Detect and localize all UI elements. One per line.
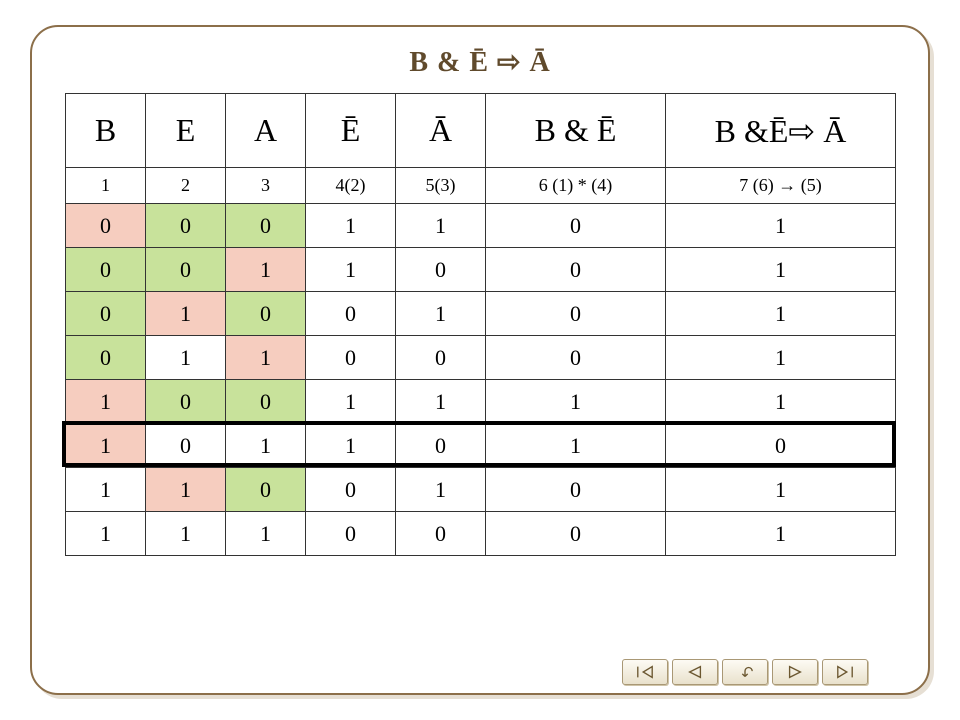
table-cell: 1 [146, 336, 226, 380]
table-cell: 0 [226, 468, 306, 512]
table-cell: 1 [306, 204, 396, 248]
col-header-notA: Ā [396, 94, 486, 168]
table-cell: 0 [486, 292, 666, 336]
table-cell: 1 [146, 512, 226, 556]
table-cell: 0 [66, 204, 146, 248]
truth-table: B E A Ē Ā B & Ē B &Ē⇨ Ā 1 2 3 4(2) 5(3) … [65, 93, 896, 556]
table-cell: 0 [486, 512, 666, 556]
table-cell: 1 [396, 468, 486, 512]
table-cell: 1 [486, 424, 666, 468]
table-cell: 0 [146, 204, 226, 248]
next-icon [786, 665, 804, 679]
table-cell: 1 [666, 380, 896, 424]
formula-cell: 7 (6) → (5) [666, 168, 896, 204]
table-row: 0110001 [66, 336, 896, 380]
table-cell: 0 [666, 424, 896, 468]
table-row: 1011010 [66, 424, 896, 468]
table-cell: 1 [226, 512, 306, 556]
table-row: 1110001 [66, 512, 896, 556]
table-cell: 1 [666, 292, 896, 336]
table-cell: 1 [486, 380, 666, 424]
table-cell: 1 [226, 424, 306, 468]
col-header-notE: Ē [306, 94, 396, 168]
table-cell: 1 [146, 292, 226, 336]
col-header-B: B [66, 94, 146, 168]
table-cell: 0 [306, 292, 396, 336]
prev-icon [686, 665, 704, 679]
table-cell: 0 [486, 336, 666, 380]
table-cell: 0 [396, 424, 486, 468]
formula-cell: 1 [66, 168, 146, 204]
first-icon [636, 665, 654, 679]
table-cell: 1 [226, 248, 306, 292]
table-cell: 1 [396, 380, 486, 424]
table-cell: 0 [146, 380, 226, 424]
table-row: 1100101 [66, 468, 896, 512]
table-row: 0011001 [66, 248, 896, 292]
table-cell: 1 [396, 292, 486, 336]
table-cell: 1 [306, 424, 396, 468]
nav-last-button[interactable] [822, 659, 868, 685]
table-cell: 0 [226, 380, 306, 424]
return-icon [736, 665, 754, 679]
header-row: B E A Ē Ā B & Ē B &Ē⇨ Ā [66, 94, 896, 168]
nav-prev-button[interactable] [672, 659, 718, 685]
table-cell: 0 [226, 292, 306, 336]
formula-cell: 4(2) [306, 168, 396, 204]
nav-controls [622, 659, 868, 685]
table-cell: 1 [666, 468, 896, 512]
formula-cell: 5(3) [396, 168, 486, 204]
table-cell: 0 [306, 468, 396, 512]
table-cell: 0 [396, 512, 486, 556]
table-cell: 1 [306, 380, 396, 424]
formula-cell: 2 [146, 168, 226, 204]
col-header-result: B &Ē⇨ Ā [666, 94, 896, 168]
table-cell: 1 [666, 204, 896, 248]
table-cell: 0 [226, 204, 306, 248]
table-row: 0100101 [66, 292, 896, 336]
table-cell: 0 [66, 248, 146, 292]
col-header-BandNotE: B & Ē [486, 94, 666, 168]
table-cell: 1 [666, 336, 896, 380]
table-cell: 1 [66, 424, 146, 468]
nav-first-button[interactable] [622, 659, 668, 685]
slide-card: B & Ē ⇨ Ā B E A Ē Ā B & Ē B &Ē⇨ Ā 1 2 3 … [30, 25, 930, 695]
truth-table-wrap: B E A Ē Ā B & Ē B &Ē⇨ Ā 1 2 3 4(2) 5(3) … [65, 93, 895, 556]
table-cell: 1 [146, 468, 226, 512]
col-header-E: E [146, 94, 226, 168]
table-cell: 1 [66, 380, 146, 424]
table-cell: 1 [666, 512, 896, 556]
table-cell: 0 [486, 468, 666, 512]
table-row: 0001101 [66, 204, 896, 248]
table-cell: 1 [66, 468, 146, 512]
formula-row: 1 2 3 4(2) 5(3) 6 (1) * (4) 7 (6) → (5) [66, 168, 896, 204]
table-cell: 0 [306, 336, 396, 380]
table-cell: 1 [666, 248, 896, 292]
table-cell: 1 [226, 336, 306, 380]
table-cell: 0 [486, 204, 666, 248]
table-cell: 0 [146, 248, 226, 292]
table-cell: 0 [66, 336, 146, 380]
col-header-A: A [226, 94, 306, 168]
formula-cell: 6 (1) * (4) [486, 168, 666, 204]
table-cell: 0 [66, 292, 146, 336]
table-cell: 0 [396, 336, 486, 380]
last-icon [836, 665, 854, 679]
table-cell: 0 [486, 248, 666, 292]
nav-return-button[interactable] [722, 659, 768, 685]
table-cell: 0 [146, 424, 226, 468]
table-row: 1001111 [66, 380, 896, 424]
formula-cell: 3 [226, 168, 306, 204]
nav-next-button[interactable] [772, 659, 818, 685]
table-cell: 1 [306, 248, 396, 292]
table-cell: 1 [396, 204, 486, 248]
table-cell: 1 [66, 512, 146, 556]
slide-title: B & Ē ⇨ Ā [32, 45, 928, 79]
table-cell: 0 [306, 512, 396, 556]
table-cell: 0 [396, 248, 486, 292]
